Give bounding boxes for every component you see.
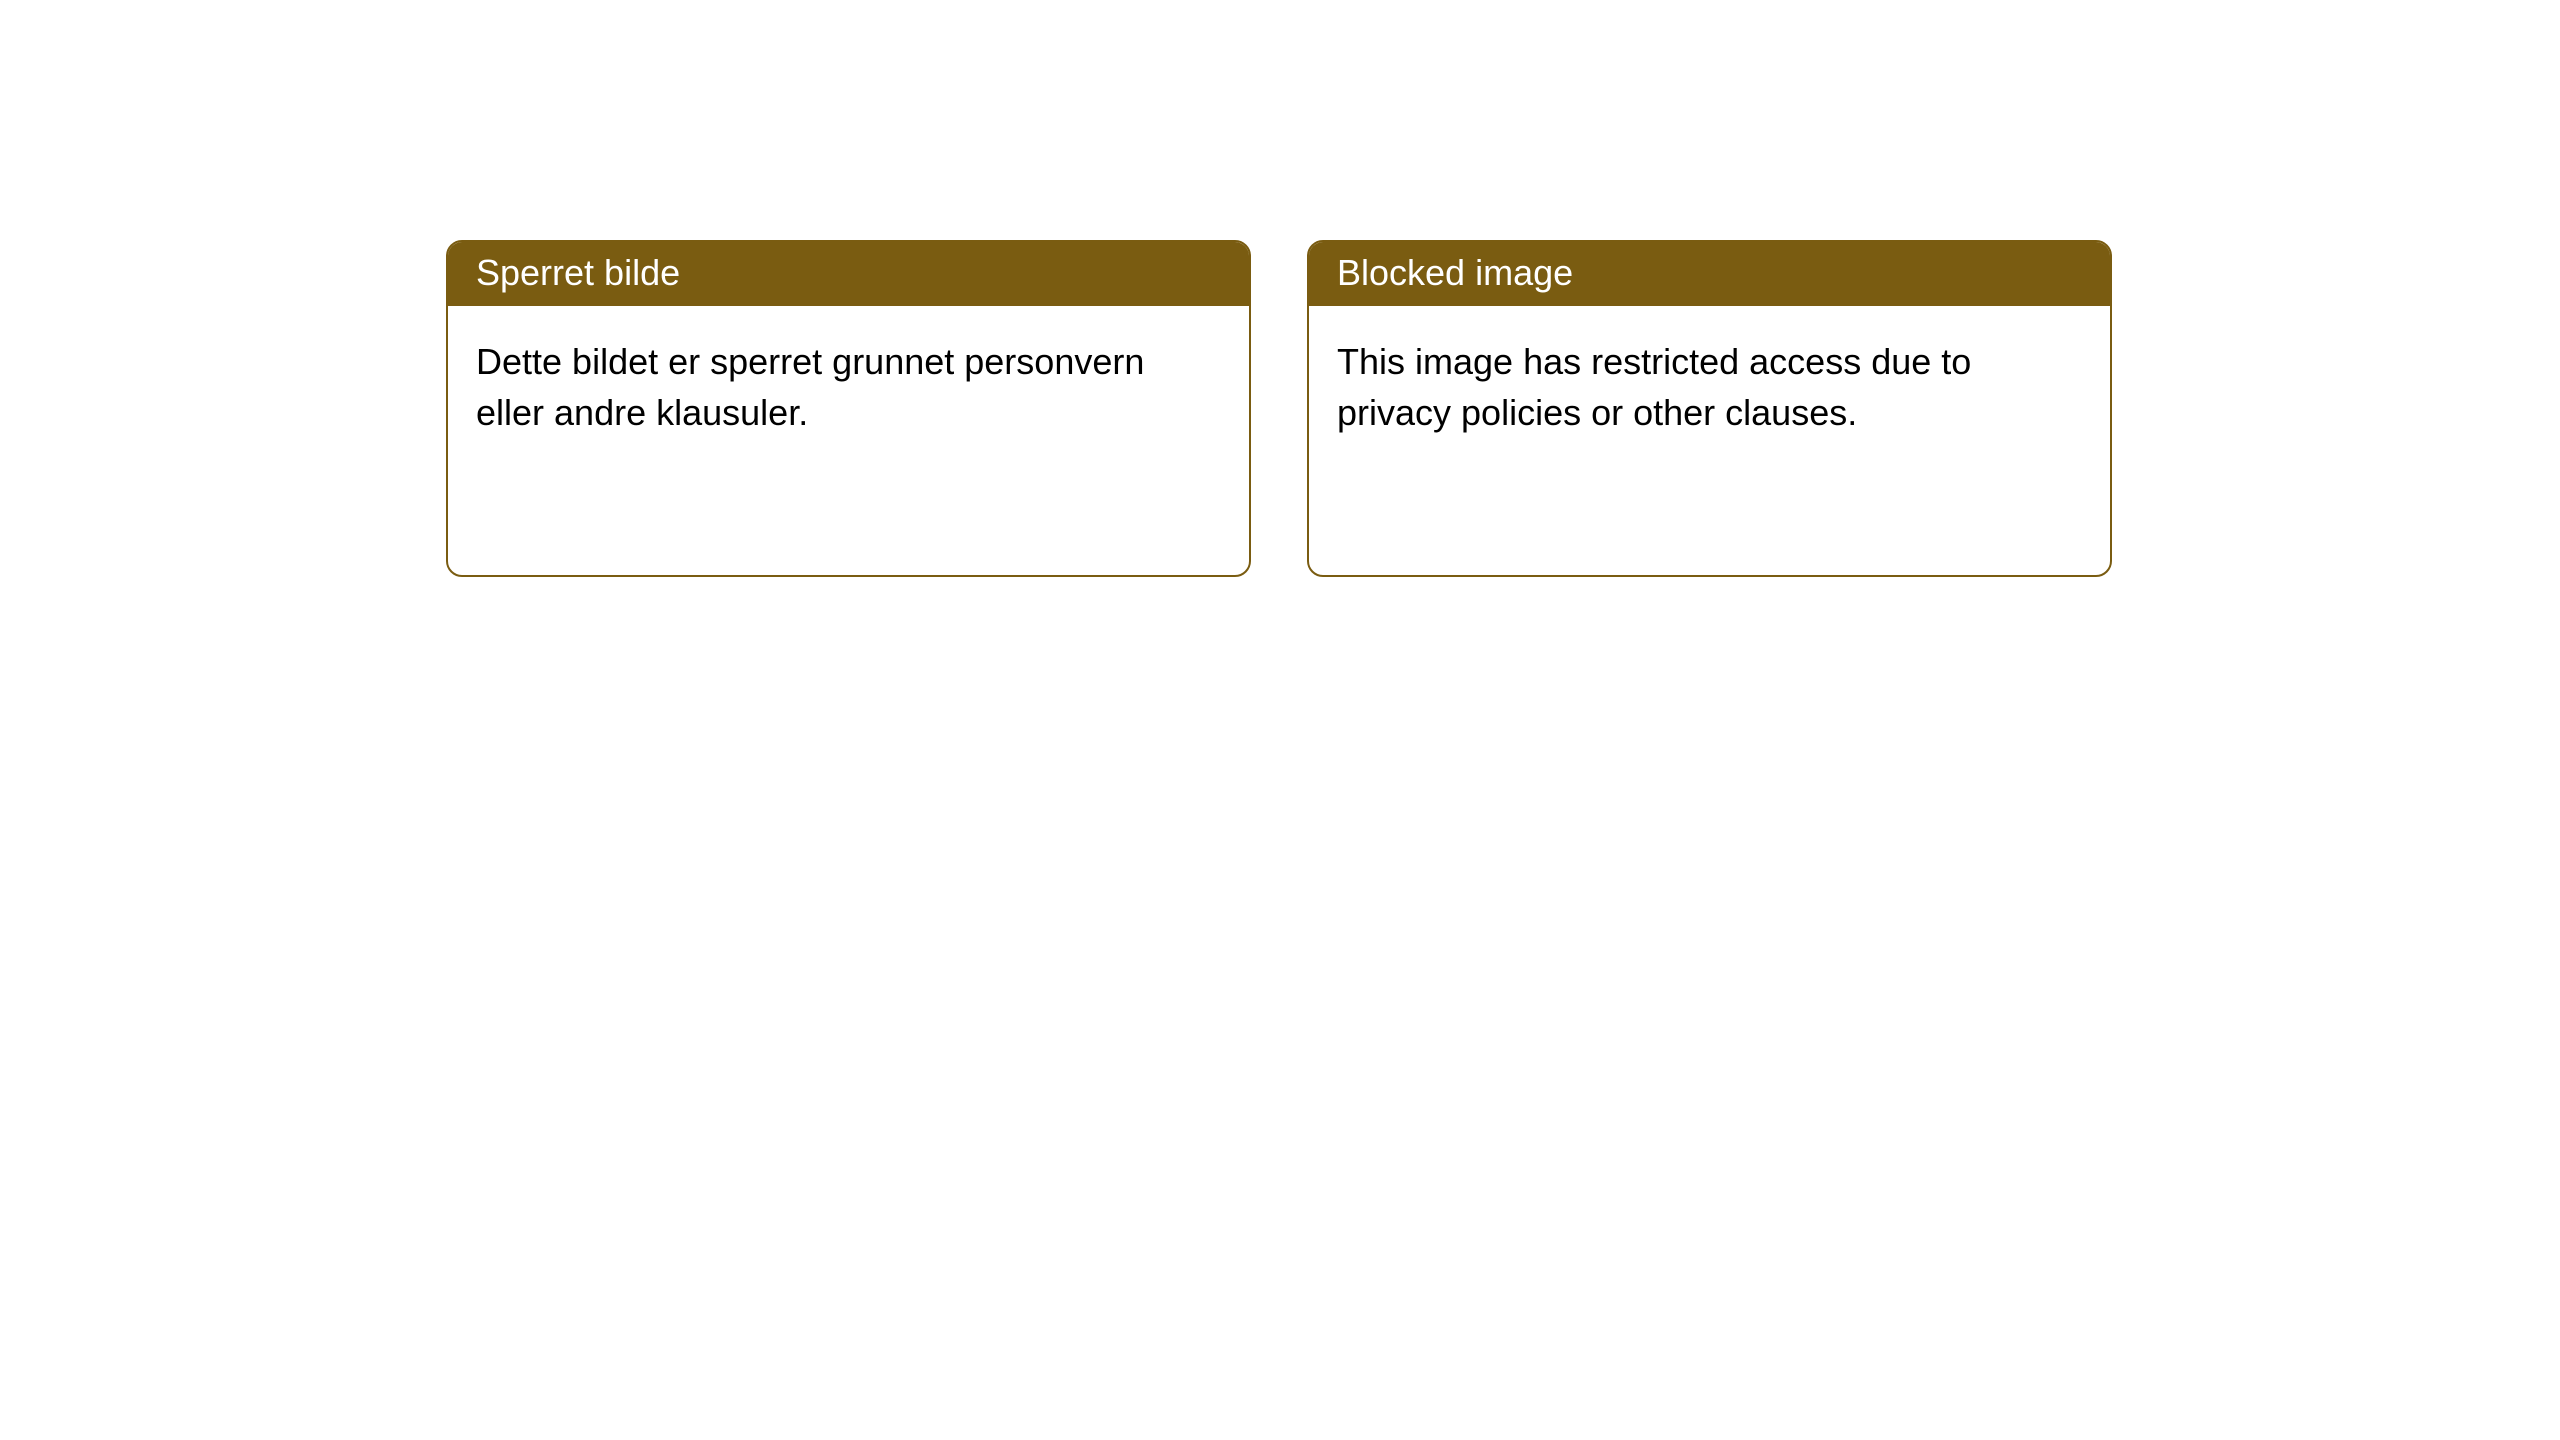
notice-title-norwegian: Sperret bilde xyxy=(448,242,1249,306)
notice-body-english: This image has restricted access due to … xyxy=(1309,306,2110,468)
notice-container: Sperret bilde Dette bildet er sperret gr… xyxy=(0,0,2560,577)
notice-card-english: Blocked image This image has restricted … xyxy=(1307,240,2112,577)
notice-body-norwegian: Dette bildet er sperret grunnet personve… xyxy=(448,306,1249,468)
notice-card-norwegian: Sperret bilde Dette bildet er sperret gr… xyxy=(446,240,1251,577)
notice-title-english: Blocked image xyxy=(1309,242,2110,306)
